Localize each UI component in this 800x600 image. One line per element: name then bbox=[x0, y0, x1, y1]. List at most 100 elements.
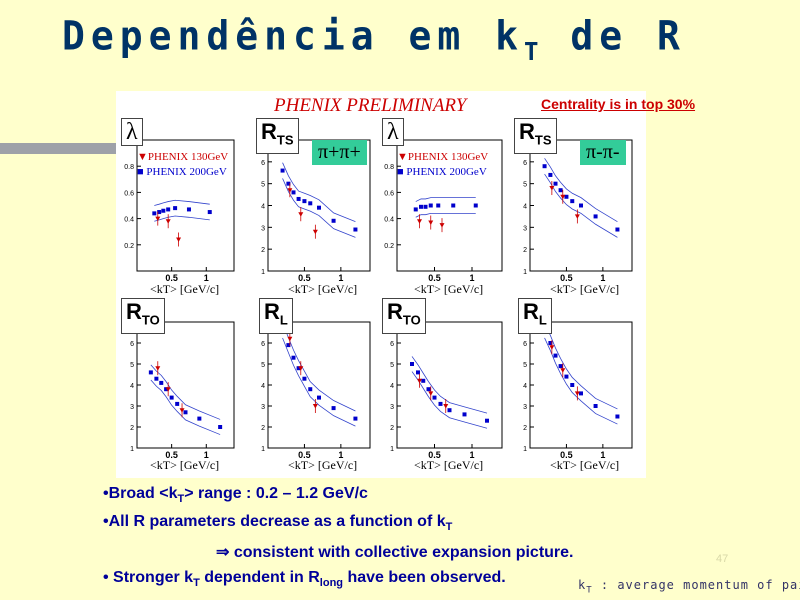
y-tick-label: 0.2 bbox=[124, 243, 134, 250]
data-point-200gev bbox=[161, 208, 166, 213]
title-sub: T bbox=[524, 37, 542, 67]
data-point-130gev bbox=[298, 366, 304, 371]
y-tick-label: 3 bbox=[261, 404, 265, 411]
title-main: Dependência em k bbox=[62, 12, 525, 60]
data-point-200gev bbox=[296, 196, 301, 201]
y-tick-label: 4 bbox=[523, 204, 527, 211]
data-point-200gev bbox=[159, 380, 164, 385]
data-point-200gev bbox=[308, 387, 313, 392]
plot-frame bbox=[529, 321, 633, 449]
y-tick-label: 5 bbox=[261, 182, 265, 189]
x-tick-label: 0.5 bbox=[298, 450, 311, 460]
data-point-200gev bbox=[462, 412, 467, 417]
plot-frame bbox=[396, 139, 503, 272]
data-point-130gev bbox=[287, 188, 293, 193]
data-point-130gev bbox=[165, 219, 171, 224]
x-tick-label: 1 bbox=[204, 273, 209, 283]
data-point-130gev bbox=[165, 387, 171, 392]
data-point-200gev bbox=[432, 395, 437, 400]
y-tick-label: 2 bbox=[523, 425, 527, 432]
y-tick-label: 0.4 bbox=[124, 217, 134, 224]
data-point-200gev bbox=[473, 203, 478, 208]
x-axis-label: <kT> [GeV/c] bbox=[288, 282, 358, 296]
y-tick-label: 5 bbox=[130, 362, 134, 369]
panel-label-rts-neg: RTS bbox=[514, 118, 557, 155]
data-point-130gev bbox=[298, 212, 304, 217]
data-point-130gev bbox=[155, 216, 161, 222]
y-tick-label: 6 bbox=[523, 160, 527, 167]
data-point-130gev bbox=[287, 336, 293, 342]
y-tick-label: 1 bbox=[261, 446, 265, 453]
systematic-band-lower bbox=[282, 337, 356, 427]
data-point-130gev bbox=[417, 378, 422, 384]
x-tick-label: 1 bbox=[204, 450, 209, 460]
data-point-200gev bbox=[593, 214, 598, 219]
x-tick-label: 1 bbox=[600, 450, 605, 460]
y-tick-label: 3 bbox=[261, 225, 265, 232]
y-tick-label: 0.6 bbox=[124, 190, 134, 197]
panel-label-rl-pos: RL bbox=[259, 298, 293, 335]
legend-right: ▼PHENIX 130GeV ■ PHENIX 200GeV bbox=[397, 151, 488, 178]
data-point-200gev bbox=[548, 341, 553, 345]
x-tick-label: 1 bbox=[338, 273, 343, 283]
centrality-note: Centrality is in top 30% bbox=[541, 96, 696, 112]
y-tick-label: 0.2 bbox=[384, 243, 394, 250]
y-tick-label: 1 bbox=[523, 446, 527, 453]
footnote: kT : average momentum of pair bbox=[578, 578, 800, 596]
data-point-200gev bbox=[183, 410, 188, 415]
y-tick-label: 5 bbox=[390, 362, 394, 369]
data-point-200gev bbox=[302, 376, 307, 381]
systematic-band-lower bbox=[154, 215, 210, 222]
data-point-130gev bbox=[176, 237, 182, 243]
systematic-band-upper bbox=[411, 356, 488, 414]
data-point-200gev bbox=[419, 204, 423, 209]
data-point-200gev bbox=[169, 395, 174, 400]
plot-frame bbox=[396, 321, 503, 449]
bullet-1: •Broad <kT> range : 0.2 – 1.2 GeV/c bbox=[103, 485, 368, 506]
systematic-band-upper bbox=[415, 197, 476, 202]
data-point-200gev bbox=[564, 374, 569, 379]
y-tick-label: 1 bbox=[390, 446, 394, 453]
legend-130-entry: ▼PHENIX 130GeV bbox=[137, 151, 229, 163]
data-point-200gev bbox=[413, 207, 418, 212]
x-axis-label: <kT> [GeV/c] bbox=[288, 458, 358, 472]
systematic-band-lower bbox=[544, 337, 618, 425]
y-tick-label: 6 bbox=[261, 160, 265, 167]
data-point-200gev bbox=[579, 391, 583, 396]
y-tick-label: 6 bbox=[261, 341, 265, 348]
data-point-130gev bbox=[428, 391, 434, 396]
data-point-200gev bbox=[331, 218, 336, 223]
systematic-band-lower bbox=[150, 379, 221, 435]
data-point-200gev bbox=[421, 378, 426, 383]
y-tick-label: 6 bbox=[390, 341, 394, 348]
x-tick-label: 0.5 bbox=[560, 450, 573, 460]
data-point-200gev bbox=[436, 203, 441, 208]
data-point-200gev bbox=[296, 366, 301, 371]
x-tick-label: 0.5 bbox=[560, 273, 573, 283]
x-tick-label: 0.5 bbox=[165, 273, 178, 283]
panel-label-lambda-neg: λ bbox=[382, 118, 404, 146]
data-point-200gev bbox=[410, 362, 414, 366]
y-tick-label: 3 bbox=[130, 404, 134, 411]
y-tick-label: 4 bbox=[523, 383, 527, 390]
y-tick-label: 6 bbox=[523, 341, 527, 348]
data-point-200gev bbox=[485, 418, 489, 423]
plot-frame bbox=[136, 139, 235, 272]
data-point-200gev bbox=[593, 404, 598, 408]
data-point-130gev bbox=[574, 214, 580, 219]
pion-plus-tag: π+π+ bbox=[312, 140, 367, 165]
x-tick-label: 0.5 bbox=[298, 273, 311, 283]
y-tick-label: 2 bbox=[130, 425, 134, 432]
data-point-200gev bbox=[186, 207, 191, 212]
data-point-200gev bbox=[615, 414, 620, 419]
data-point-130gev bbox=[312, 229, 318, 235]
x-tick-label: 0.5 bbox=[165, 450, 178, 460]
legend-200-entry: ■ PHENIX 200GeV bbox=[397, 166, 487, 178]
y-tick-label: 2 bbox=[390, 425, 394, 432]
panel-label-rto-neg: RTO bbox=[382, 298, 426, 335]
data-point-200gev bbox=[286, 181, 291, 186]
x-tick-label: 0.5 bbox=[428, 273, 441, 283]
data-point-200gev bbox=[317, 205, 321, 210]
legend-left: ▼PHENIX 130GeV ■ PHENIX 200GeV bbox=[137, 151, 228, 178]
data-point-130gev bbox=[560, 368, 566, 373]
